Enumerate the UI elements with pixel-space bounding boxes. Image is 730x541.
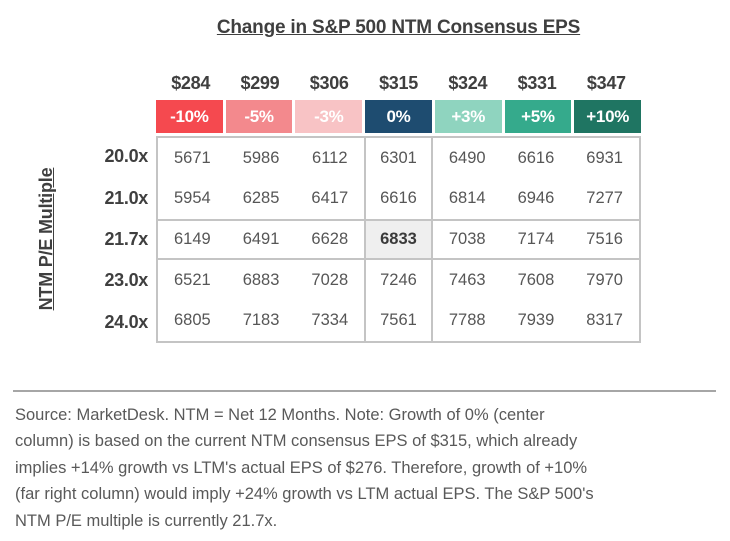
source-note-line: NTM P/E multiple is currently 21.7x. [15,511,278,530]
eps-header: $284 [171,73,211,93]
table-cell: 7174 [501,219,571,260]
table-cell: 6490 [448,148,486,167]
growth-header: +5% [504,100,572,133]
footer-divider [13,390,716,392]
growth-header: +3% [434,100,502,133]
pe-row-label: 21.7x [104,228,148,249]
eps-header-row: $284 $299 $306 $315 $324 $331 $347 [156,64,641,94]
table-cell: 7463 [448,270,486,289]
pe-row-label: 24.0x [104,311,148,332]
table-cell: 5954 [173,189,211,208]
table-cell: 6616 [517,148,555,167]
eps-header: $299 [240,73,280,93]
growth-header-row: -10% -5% -3% 0% +3% +5% +10% [156,100,642,133]
y-axis-label: NTM P/E Multiple [35,167,56,311]
source-note-line: (far right column) would imply +24% grow… [15,485,594,504]
table-cell: 7334 [311,311,349,330]
source-note-line: Source: MarketDesk. NTM = Net 12 Months.… [15,406,545,424]
pe-row-label: 21.0x [104,187,148,208]
table-cell: 7183 [242,311,280,330]
eps-header: $324 [448,73,488,93]
eps-header: $315 [379,73,418,93]
table-cell: 6521 [173,270,211,289]
table-cell: 6301 [364,138,433,179]
table-cell: 7246 [364,259,433,301]
source-note-line: column) is based on the current NTM cons… [15,432,578,451]
title-wrap: Change in S&P 500 NTM Consensus EPS [156,17,641,39]
highlighted-cell: 6833 [364,219,433,260]
source-note: Source: MarketDesk. NTM = Net 12 Months.… [15,402,725,534]
table-cell: 7516 [570,219,639,260]
matrix-body: 5671 5986 6112 6301 6490 6616 6931 5954 … [156,136,641,343]
table-cell: 8317 [586,311,623,330]
table-cell: 6149 [158,219,227,260]
table-cell: 7970 [586,270,623,289]
eps-header: $306 [309,73,349,93]
page-title: Change in S&P 500 NTM Consensus EPS [216,17,581,38]
eps-header: $347 [586,73,626,93]
growth-header: -5% [225,100,293,133]
table-cell: 7277 [586,189,623,208]
table-cell: 6814 [448,189,486,208]
growth-header: -3% [295,100,363,133]
table-cell: 6628 [295,219,365,260]
table-cell: 7038 [432,219,502,260]
table-cell: 7561 [364,300,433,341]
table-cell: 6805 [173,311,211,330]
pe-row-labels: 20.0x 21.0x 21.7x 23.0x 24.0x [60,136,148,343]
table-cell: 6285 [242,189,280,208]
pe-row-label: 23.0x [104,270,148,291]
growth-header: -10% [156,100,223,133]
table-cell: 7028 [311,270,349,289]
growth-header: 0% [365,100,432,133]
table-cell: 6946 [517,189,555,208]
pe-row-label: 20.0x [104,146,148,167]
growth-header: +10% [574,100,642,133]
table-cell: 6417 [311,189,349,208]
table-cell: 6112 [312,148,348,167]
table-cell: 7608 [517,270,555,289]
table-cell: 6883 [242,270,280,289]
table-cell: 6491 [226,219,296,260]
eps-header: $331 [517,73,557,93]
table-cell: 7939 [517,311,555,330]
table-cell: 6931 [586,148,623,167]
table-cell: 6616 [364,178,433,220]
source-note-line: implies +14% growth vs LTM's actual EPS … [15,458,588,477]
table-cell: 5986 [242,148,280,167]
table-cell: 5671 [173,148,211,167]
table-cell: 7788 [448,311,486,330]
